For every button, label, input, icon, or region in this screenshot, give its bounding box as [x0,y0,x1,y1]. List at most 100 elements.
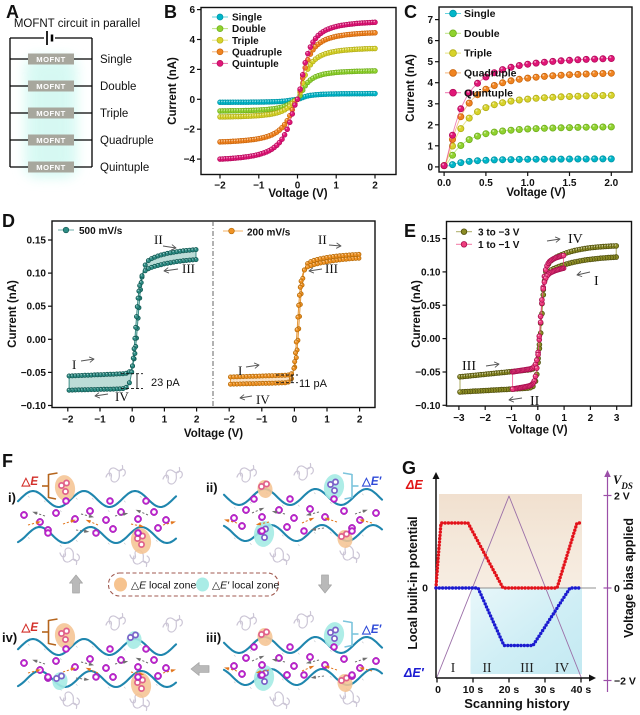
svg-text:0.05: 0.05 [421,301,441,312]
svg-text:Double: Double [232,24,266,35]
svg-text:1: 1 [561,413,567,424]
svg-text:2.0: 2.0 [604,178,618,189]
svg-text:II: II [154,232,163,247]
svg-text:40 s: 40 s [571,684,592,696]
svg-text:0: 0 [129,415,135,426]
svg-text:0: 0 [292,415,298,426]
svg-text:0.10: 0.10 [27,269,47,280]
svg-text:IV: IV [115,389,129,404]
svg-text:20 s: 20 s [499,684,520,696]
svg-text:I: I [238,363,242,378]
svg-text:0.15: 0.15 [421,234,441,245]
svg-text:III: III [325,261,338,276]
svg-text:△E local zone: △E local zone [131,580,196,592]
svg-text:Triple: Triple [464,48,492,60]
svg-text:10 s: 10 s [463,684,484,696]
svg-text:Quadruple: Quadruple [464,68,517,80]
svg-text:0.10: 0.10 [421,267,441,278]
svg-text:G: G [402,458,416,478]
svg-text:−0.10: −0.10 [415,401,441,412]
svg-text:MOFNT: MOFNT [36,163,66,172]
svg-text:−2: −2 [62,415,74,426]
svg-text:Double: Double [100,81,136,93]
svg-text:200 mV/s: 200 mV/s [247,228,291,239]
svg-text:3: 3 [427,99,433,110]
svg-text:−2: −2 [223,415,235,426]
svg-text:0: 0 [427,162,433,173]
svg-text:△E′: △E′ [361,624,383,636]
svg-text:2: 2 [372,181,378,192]
svg-text:ii): ii) [206,480,218,495]
svg-text:I: I [451,660,456,675]
svg-text:1: 1 [162,415,168,426]
svg-text:Triple: Triple [232,36,259,47]
svg-text:Single: Single [232,13,262,24]
svg-text:Quintuple: Quintuple [100,162,149,174]
svg-text:0: 0 [435,684,441,696]
svg-text:I: I [72,357,76,372]
svg-text:Double: Double [464,28,500,40]
svg-text:B: B [164,2,177,22]
svg-text:△E′: △E′ [361,476,383,488]
svg-text:Voltage bias applied: Voltage bias applied [622,518,636,638]
svg-text:MOFNT: MOFNT [36,136,66,145]
svg-text:IV: IV [256,392,270,407]
svg-text:III: III [520,660,534,675]
svg-text:II: II [483,660,492,675]
svg-text:MOFNT: MOFNT [36,55,66,64]
svg-text:iii): iii) [206,630,221,645]
svg-text:E: E [404,221,416,241]
svg-text:1.0: 1.0 [521,178,535,189]
svg-text:MOFNT: MOFNT [36,109,66,118]
svg-text:−2: −2 [479,413,491,424]
svg-text:7: 7 [427,15,433,26]
svg-text:0.00: 0.00 [27,335,47,346]
svg-text:Triple: Triple [100,108,128,120]
svg-text:MOFNT circuit in parallel: MOFNT circuit in parallel [14,18,140,30]
svg-text:−2: −2 [184,125,196,136]
svg-text:0.15: 0.15 [27,236,47,247]
svg-text:i): i) [8,490,16,505]
svg-text:Voltage (V): Voltage (V) [184,428,243,440]
svg-text:−2 V: −2 V [614,675,636,687]
svg-text:1 to −1 V: 1 to −1 V [478,240,520,251]
svg-text:Voltage (V): Voltage (V) [508,425,567,437]
svg-text:3: 3 [614,413,620,424]
svg-text:0: 0 [295,181,301,192]
svg-text:A: A [6,2,19,22]
svg-text:III: III [462,359,476,374]
svg-text:2: 2 [588,413,594,424]
svg-text:Voltage (V): Voltage (V) [268,188,327,200]
svg-text:Local built-in potential: Local built-in potential [406,516,420,649]
svg-text:Scanning history: Scanning history [464,696,570,711]
svg-text:6: 6 [427,36,433,47]
svg-text:1: 1 [324,415,330,426]
svg-text:−1: −1 [256,415,268,426]
svg-text:0.05: 0.05 [27,302,47,313]
svg-text:6: 6 [189,5,195,16]
svg-text:1.5: 1.5 [563,178,577,189]
svg-text:2: 2 [194,415,200,426]
svg-text:Current (nA): Current (nA) [405,54,417,122]
svg-text:IV: IV [555,660,569,675]
svg-text:−1: −1 [506,413,518,424]
svg-text:D: D [2,211,15,231]
svg-text:1: 1 [333,181,339,192]
svg-text:III: III [182,261,195,276]
svg-text:−0.05: −0.05 [21,368,47,379]
svg-text:−2: −2 [214,181,226,192]
svg-text:ΔE′: ΔE′ [403,666,425,680]
svg-text:11 pA: 11 pA [299,378,328,390]
svg-text:5: 5 [427,57,433,68]
svg-text:2: 2 [189,65,195,76]
svg-text:−3: −3 [453,413,465,424]
svg-text:0: 0 [614,583,620,595]
svg-text:0.00: 0.00 [421,334,441,345]
svg-text:2: 2 [357,415,363,426]
svg-text:Quintuple: Quintuple [232,59,279,70]
svg-text:0: 0 [422,583,428,595]
svg-text:4: 4 [427,78,433,89]
svg-text:iv): iv) [2,630,17,645]
svg-text:F: F [2,451,13,471]
svg-text:△E′ local zone: △E′ local zone [212,580,279,592]
